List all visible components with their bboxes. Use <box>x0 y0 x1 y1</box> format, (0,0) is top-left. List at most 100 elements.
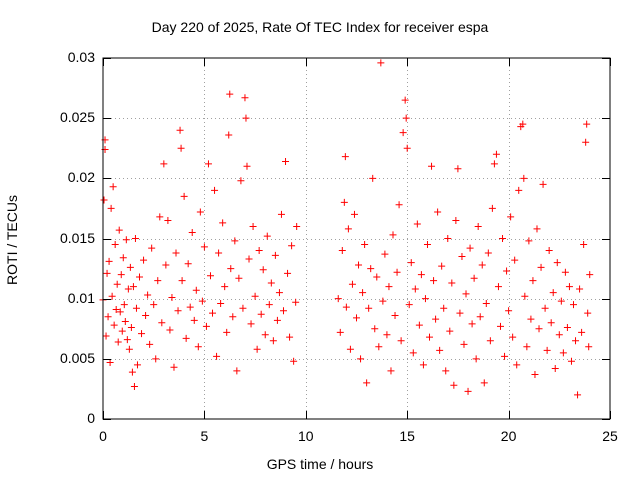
data-point <box>533 225 541 233</box>
data-point <box>515 186 523 194</box>
data-point <box>113 280 121 288</box>
data-point <box>290 357 298 365</box>
data-point <box>389 231 397 239</box>
data-point <box>341 153 349 161</box>
data-point <box>267 279 275 287</box>
data-point <box>385 283 393 291</box>
data-point <box>403 144 411 152</box>
data-point <box>127 324 135 332</box>
data-point <box>572 337 580 345</box>
data-point <box>583 120 591 128</box>
data-point <box>468 320 476 328</box>
data-point <box>578 328 586 336</box>
data-point <box>415 321 423 329</box>
data-point <box>251 292 259 300</box>
data-point <box>100 196 108 204</box>
data-point <box>130 383 138 391</box>
data-point <box>541 304 549 312</box>
data-point <box>198 297 206 305</box>
data-point <box>235 274 243 282</box>
data-point <box>375 343 383 351</box>
data-point <box>539 180 547 188</box>
data-point <box>249 222 257 230</box>
grid <box>103 58 610 419</box>
data-point <box>118 327 126 335</box>
data-point <box>184 260 192 268</box>
data-point <box>120 301 128 309</box>
data-point <box>440 304 448 312</box>
data-point <box>567 357 575 365</box>
data-point <box>209 309 217 317</box>
data-point <box>217 299 225 307</box>
data-point <box>472 355 480 363</box>
y-tick-label: 0.03 <box>67 49 95 65</box>
data-point <box>462 290 470 298</box>
data-point <box>202 322 210 330</box>
y-tick-label: 0.005 <box>59 349 95 366</box>
data-point <box>348 280 356 288</box>
data-point <box>104 313 112 321</box>
data-point <box>407 259 415 267</box>
data-point <box>136 273 144 281</box>
data-point <box>253 345 261 353</box>
data-point <box>102 332 110 340</box>
y-tick-label: 0.01 <box>67 289 95 306</box>
data-point <box>474 222 482 230</box>
data-point <box>138 330 146 338</box>
data-point <box>221 283 229 291</box>
data-point <box>563 324 571 332</box>
data-point <box>507 213 515 221</box>
data-point <box>196 208 204 216</box>
data-point <box>413 220 421 228</box>
data-point <box>442 367 450 375</box>
data-point <box>174 307 182 315</box>
data-point <box>219 219 227 227</box>
data-point <box>434 208 442 216</box>
data-point <box>355 261 363 269</box>
data-point <box>391 312 399 320</box>
data-point <box>371 325 379 333</box>
data-point <box>338 247 346 255</box>
data-point <box>580 241 588 249</box>
data-point <box>211 186 219 194</box>
data-point <box>381 250 389 258</box>
data-point <box>438 262 446 270</box>
data-point <box>476 313 484 321</box>
data-point <box>430 277 438 285</box>
data-point <box>448 279 456 287</box>
data-point <box>123 336 131 344</box>
data-point <box>365 304 373 312</box>
data-point <box>119 254 127 262</box>
y-tick-label: 0.025 <box>59 109 95 126</box>
data-point <box>237 177 245 185</box>
data-point <box>286 333 294 341</box>
data-point <box>555 331 563 339</box>
data-point <box>346 345 354 353</box>
data-point <box>131 235 139 242</box>
data-point <box>229 313 237 321</box>
data-point <box>494 283 502 291</box>
data-point <box>557 297 565 305</box>
data-point <box>133 361 141 369</box>
data-point <box>288 242 296 250</box>
data-point <box>428 162 436 170</box>
data-point <box>152 355 160 363</box>
data-point <box>582 138 590 146</box>
data-point <box>269 337 277 345</box>
data-point <box>423 241 431 249</box>
data-point <box>105 257 113 265</box>
data-point <box>559 349 567 357</box>
data-point <box>334 295 342 303</box>
data-point <box>142 312 150 320</box>
data-point <box>460 340 468 348</box>
data-point <box>129 283 137 291</box>
data-point <box>537 263 545 271</box>
data-point <box>144 291 152 299</box>
data-point <box>419 361 427 369</box>
data-point <box>531 370 539 378</box>
data-point <box>393 268 401 276</box>
data-point <box>421 295 429 303</box>
plot-frame <box>102 57 611 420</box>
data-point <box>284 269 292 277</box>
data-point <box>166 326 174 334</box>
